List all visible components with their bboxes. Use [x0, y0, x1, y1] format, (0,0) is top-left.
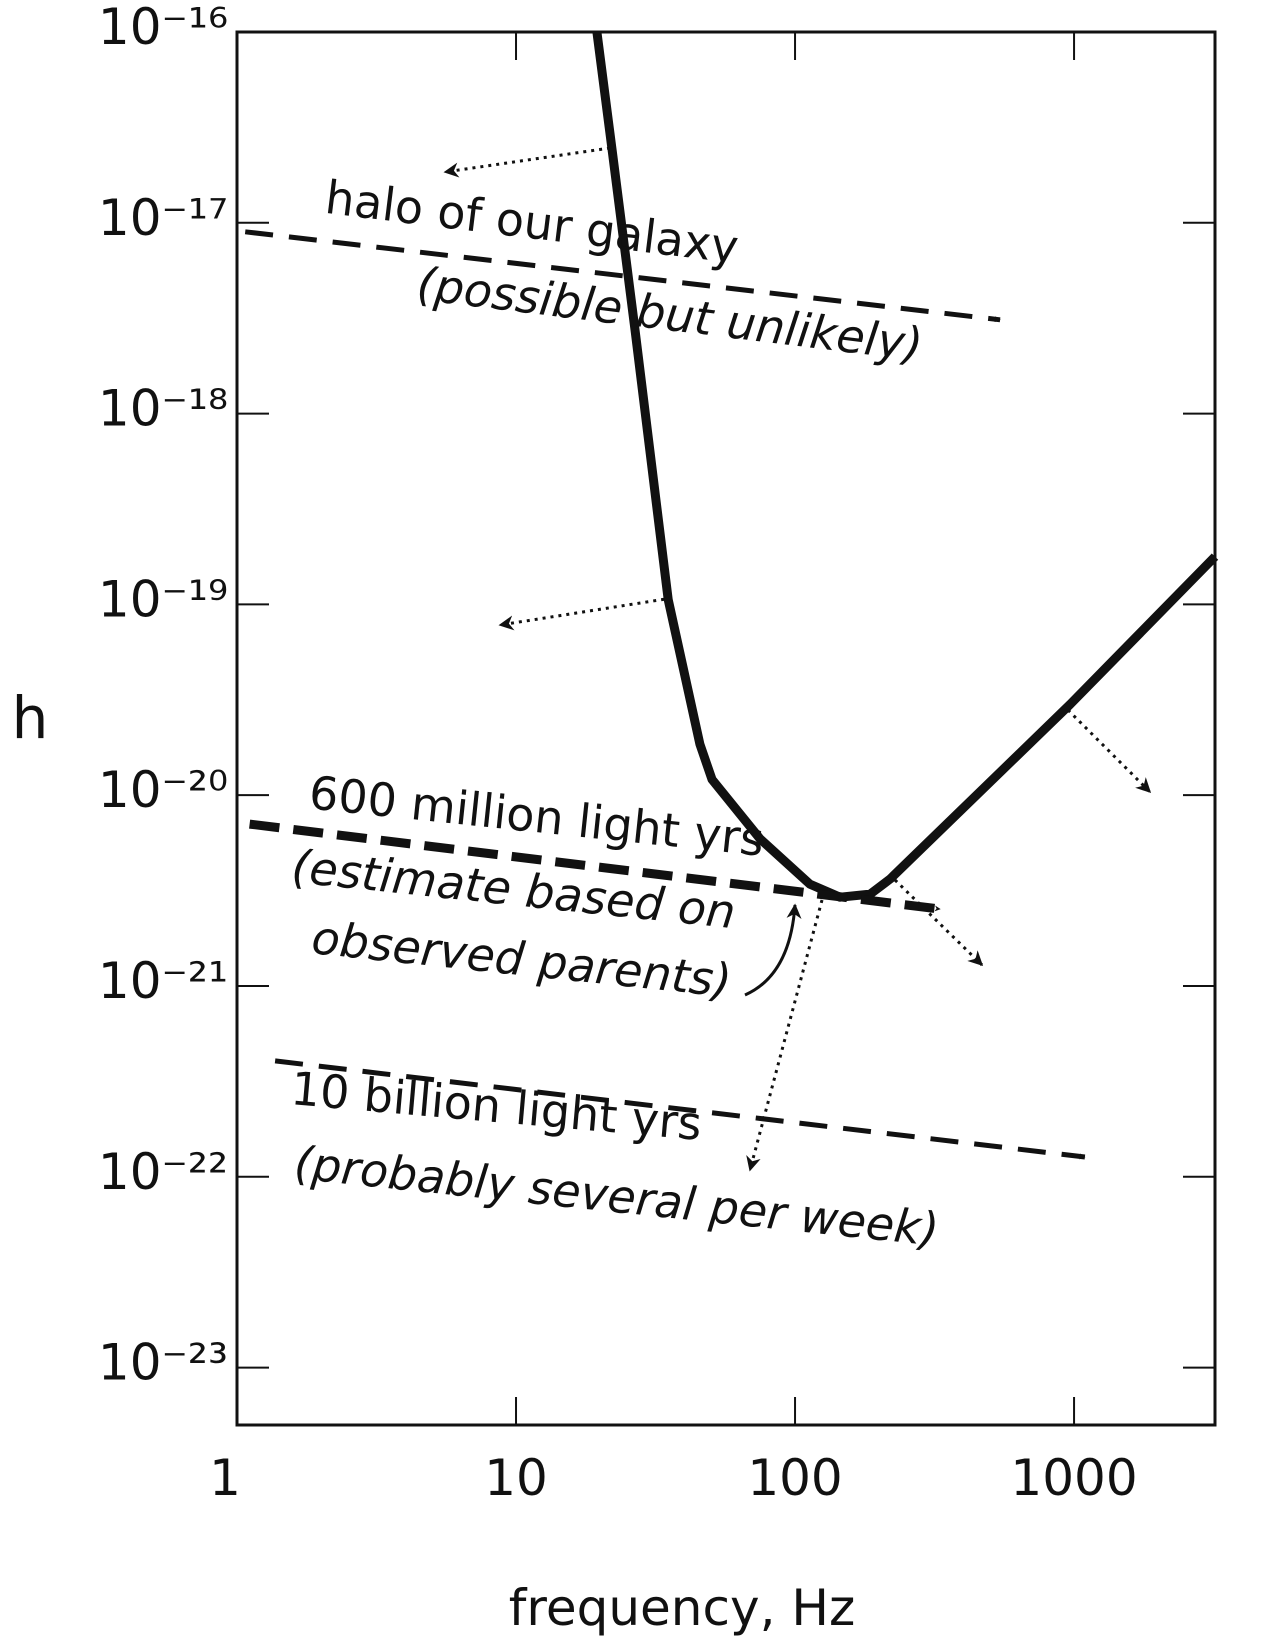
dotted-arrow: [746, 899, 824, 1172]
plot-frame: [235, 30, 1217, 1427]
x-tick-label: 1: [209, 1449, 241, 1507]
dotted-arrow: [443, 146, 611, 178]
annotation: 10 billion light yrs: [289, 1061, 704, 1151]
x-axis-label: frequency, Hz: [509, 1579, 855, 1637]
y-tick-label: 10⁻¹⁹: [98, 570, 228, 628]
annotation: (possible but unlikely): [414, 256, 925, 372]
curved-arrow: [744, 903, 802, 997]
noise-curve: [592, 31, 1219, 902]
dotted-arrow: [893, 878, 984, 967]
y-tick-label: 10⁻²³: [98, 1334, 228, 1392]
annotation: (probably several per week): [292, 1135, 942, 1256]
y-axis-label: h: [12, 684, 49, 752]
y-tick-label: 10⁻¹⁶: [98, 0, 228, 56]
y-tick-label: 10⁻²¹: [98, 952, 228, 1010]
dashed-line: [249, 819, 941, 914]
dashed-line: [244, 229, 1001, 323]
x-tick-label: 10: [484, 1449, 548, 1507]
y-tick-label: 10⁻²²: [98, 1143, 228, 1201]
y-tick-label: 10⁻¹⁷: [98, 189, 228, 247]
x-tick-label: 1000: [1010, 1449, 1137, 1507]
annotation: halo of our galaxy: [322, 170, 741, 274]
x-tick-label: 100: [747, 1449, 842, 1507]
dotted-arrow: [498, 596, 673, 631]
y-tick-label: 10⁻¹⁸: [98, 380, 228, 438]
y-tick-label: 10⁻²⁰: [98, 761, 228, 819]
dashed-line: [274, 1058, 1086, 1160]
dotted-arrow: [1066, 708, 1152, 794]
